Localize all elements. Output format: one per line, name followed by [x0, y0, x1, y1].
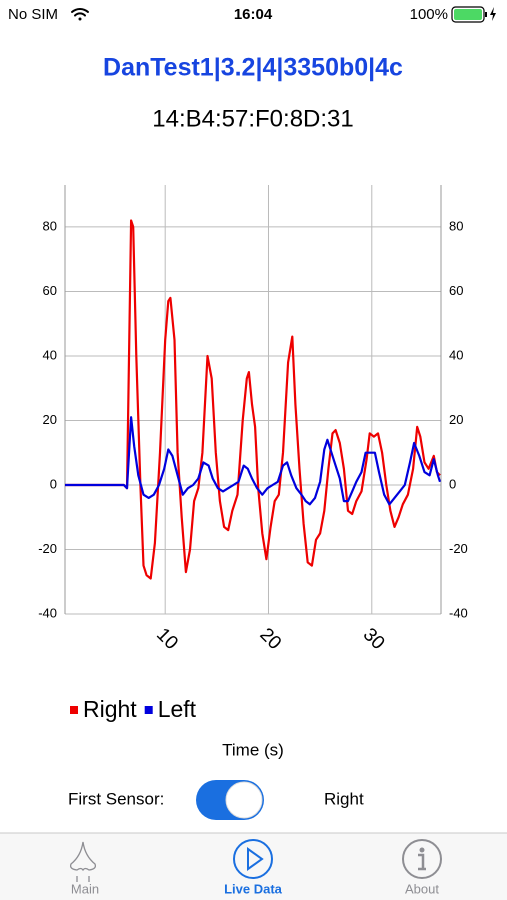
sensor-toggle[interactable] — [196, 780, 264, 820]
tab[interactable]: Live Data — [224, 839, 283, 896]
legend-swatch — [70, 706, 78, 714]
x-axis-label: Time (s) — [222, 740, 284, 759]
y-tick-label: -20 — [38, 541, 57, 556]
y2-tick-label: 40 — [449, 347, 463, 362]
x-tick-label: 30 — [359, 624, 389, 654]
legend-label: Left — [158, 696, 197, 722]
y2-tick-label: 0 — [449, 476, 456, 491]
y2-tick-label: -20 — [449, 541, 468, 556]
series-line — [65, 416, 442, 506]
legend-swatch — [144, 706, 153, 714]
y-tick-label: 80 — [43, 218, 57, 233]
y2-tick-label: 20 — [449, 412, 463, 427]
clock: 16:04 — [234, 6, 273, 23]
tab-icon-stem — [418, 853, 426, 871]
sensor-label: First Sensor: — [68, 789, 164, 808]
tabs: Main Live Data About — [69, 839, 442, 896]
device-address: 14:B4:57:F0:8D:31 — [152, 105, 353, 132]
y2-tick-label: 60 — [449, 283, 463, 298]
tab-icon — [69, 841, 97, 882]
chart: -40 -40 -20 -20 0 0 20 20 40 40 60 60 80 80 10 20 30 Righ… — [38, 185, 468, 759]
toggle-knob — [225, 781, 263, 819]
tab[interactable]: About — [402, 839, 442, 896]
battery-percent: 100% — [410, 6, 448, 23]
carrier: No SIM — [8, 6, 58, 23]
y2-tick-label: -40 — [449, 605, 468, 620]
legend-label: Right — [83, 696, 137, 722]
tab-label: Main — [71, 881, 99, 896]
y-tick-label: 20 — [43, 412, 57, 427]
tab-icon — [233, 839, 273, 879]
tab[interactable]: Main — [69, 841, 99, 896]
x-tick-label: 10 — [152, 624, 182, 654]
sensor-value: Right — [324, 789, 364, 808]
battery-icon — [451, 6, 496, 23]
device-title: DanTest1|3.2|4|3350b0|4c — [103, 54, 403, 82]
x-tick-label: 20 — [255, 624, 285, 654]
tab-icon-dot — [419, 847, 425, 853]
tab-label: Live Data — [224, 881, 283, 896]
tab-icon-play — [247, 847, 264, 871]
y-tick-label: 40 — [43, 347, 57, 362]
tab-icon — [402, 839, 442, 879]
y-tick-label: 0 — [50, 476, 57, 491]
y-tick-label: 60 — [43, 283, 57, 298]
wifi-icon — [71, 8, 89, 21]
series-line — [65, 219, 441, 580]
y-tick-label: -40 — [38, 605, 57, 620]
y2-tick-label: 80 — [449, 218, 463, 233]
tab-label: About — [405, 881, 439, 896]
